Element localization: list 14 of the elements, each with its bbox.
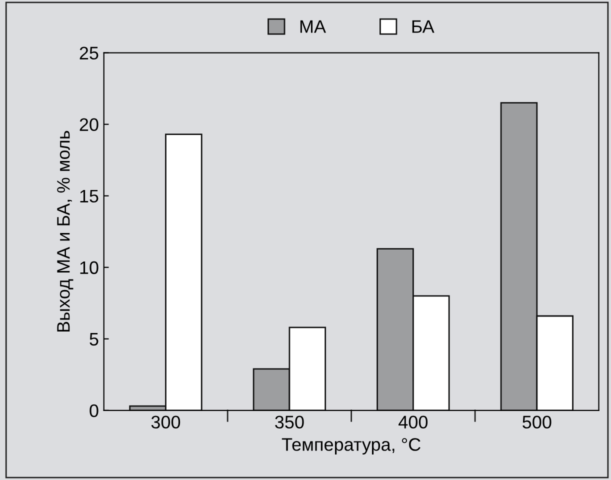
x-tick-label: 300 xyxy=(151,416,180,429)
y-tick-label: 25 xyxy=(80,46,98,60)
legend-label: МА xyxy=(300,20,326,33)
y-tick-label: 15 xyxy=(80,190,98,203)
x-tick-label: 500 xyxy=(522,416,552,429)
y-tick-label: 10 xyxy=(80,261,98,274)
x-tick-label: 350 xyxy=(275,416,304,429)
y-axis-title: Выход МА и БА, % моль xyxy=(57,130,74,332)
y-tick-label: 5 xyxy=(90,333,98,346)
y-tick-label: 20 xyxy=(80,118,98,132)
x-axis-title: Температура, °C xyxy=(282,438,420,454)
y-tick-label: 0 xyxy=(90,404,98,418)
legend-label: БА xyxy=(412,20,434,33)
x-tick-label: 400 xyxy=(398,416,428,429)
